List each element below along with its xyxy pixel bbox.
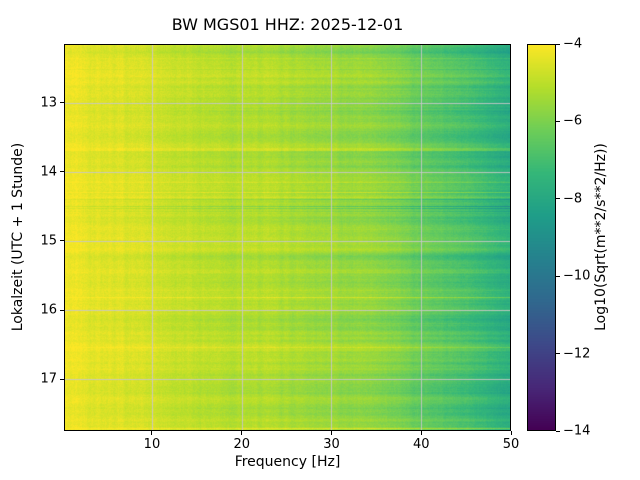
- y-tick-label: 17: [40, 371, 57, 387]
- x-tick-mark: [420, 431, 422, 435]
- colorbar-tick-label: −6: [563, 113, 583, 129]
- heatmap-canvas: [64, 44, 511, 431]
- x-tick-label: 30: [323, 437, 340, 452]
- colorbar-tick-mark: [556, 430, 560, 432]
- colorbar-tick-mark: [556, 198, 560, 200]
- colorbar-tick-mark: [556, 120, 560, 122]
- x-tick-label: 10: [143, 437, 161, 452]
- colorbar-tick-label: −8: [563, 191, 583, 207]
- x-tick-label: 50: [502, 437, 520, 452]
- y-tick-label: 13: [40, 95, 57, 111]
- y-tick-mark: [60, 171, 64, 173]
- y-tick-mark: [60, 378, 64, 380]
- y-tick-mark: [60, 309, 64, 311]
- y-tick-label: 16: [40, 302, 57, 318]
- y-tick-label: 14: [40, 164, 57, 180]
- x-tick-label: 40: [412, 437, 430, 452]
- colorbar-tick-mark: [556, 275, 560, 277]
- x-tick-label: 20: [233, 437, 250, 452]
- x-tick-mark: [151, 431, 153, 435]
- colorbar-label: Log10(Sqrt(m**2/s**2/Hz)): [593, 143, 609, 331]
- y-axis-label: Lokalzeit (UTC + 1 Stunde): [10, 142, 26, 332]
- y-tick-mark: [60, 102, 64, 104]
- colorbar-tick-label: −12: [563, 346, 591, 362]
- x-tick-mark: [510, 431, 512, 435]
- x-axis-label: Frequency [Hz]: [234, 454, 341, 470]
- colorbar-tick-label: −14: [563, 423, 591, 439]
- colorbar-tick-label: −10: [563, 268, 591, 284]
- colorbar-tick-mark: [556, 43, 560, 45]
- colorbar-tick-label: −4: [563, 36, 583, 52]
- y-tick-mark: [60, 240, 64, 242]
- colorbar-canvas: [527, 44, 556, 431]
- colorbar-tick-mark: [556, 353, 560, 355]
- x-tick-mark: [330, 431, 332, 435]
- y-tick-label: 15: [40, 233, 57, 249]
- x-tick-mark: [241, 431, 243, 435]
- figure-title: BW MGS01 HHZ: 2025-12-01: [171, 15, 404, 34]
